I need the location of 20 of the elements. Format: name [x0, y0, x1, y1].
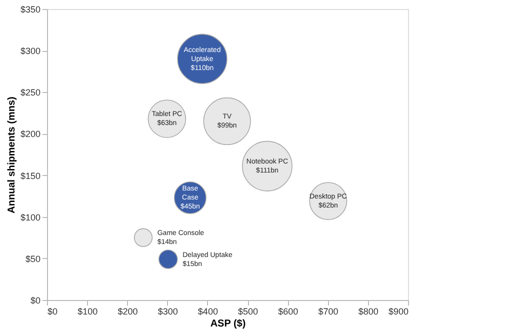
- x-tick-label: $500: [238, 306, 258, 316]
- y-tick-label: $200: [20, 129, 40, 140]
- y-axis-title: Annual shipments (mns): [6, 96, 18, 214]
- x-tick-label: $300: [158, 306, 178, 316]
- x-tick-label: $600: [278, 306, 298, 316]
- y-tick-label: $350: [20, 4, 40, 14]
- x-tick-label: $100: [78, 306, 98, 316]
- y-tick-label: $100: [20, 212, 40, 222]
- y-tick-label: $250: [20, 88, 40, 98]
- y-tick-label: $300: [20, 46, 40, 56]
- x-tick-label: $0: [48, 306, 58, 316]
- y-tick-label: $150: [20, 170, 40, 181]
- x-tick-label: $800: [358, 306, 378, 316]
- x-axis-title: ASP ($): [210, 318, 246, 330]
- y-tick-label: $0: [30, 296, 40, 306]
- y-tick-label: $50: [25, 254, 40, 264]
- x-tick-label: $900: [388, 306, 408, 316]
- x-tick-label: $200: [118, 306, 138, 316]
- x-tick-label: $700: [318, 306, 338, 316]
- x-tick-label: $400: [198, 306, 218, 316]
